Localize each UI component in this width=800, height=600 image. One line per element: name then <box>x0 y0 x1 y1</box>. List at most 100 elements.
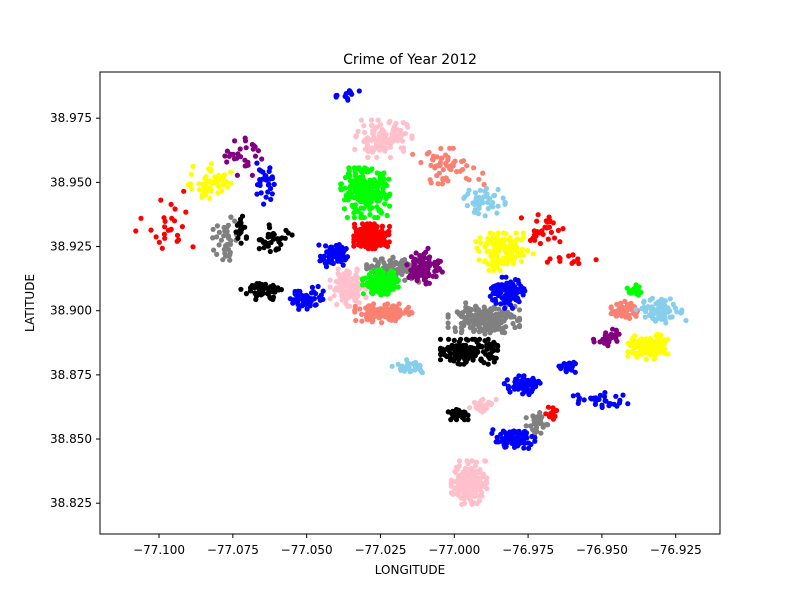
data-point <box>224 148 230 154</box>
y-tick-label: 38.900 <box>50 304 92 318</box>
data-point <box>219 188 225 194</box>
data-point <box>641 298 647 304</box>
data-point <box>382 314 388 320</box>
data-point <box>243 145 249 151</box>
data-point <box>494 238 501 245</box>
data-point <box>334 249 340 255</box>
data-point <box>547 256 553 262</box>
data-point <box>232 218 238 224</box>
data-point <box>388 284 394 290</box>
data-point <box>282 235 288 241</box>
data-point <box>454 309 460 315</box>
data-point <box>502 300 508 306</box>
data-point <box>302 293 308 299</box>
data-point <box>256 284 262 290</box>
data-point <box>300 301 306 307</box>
data-point <box>214 180 220 186</box>
data-point <box>433 163 439 169</box>
data-point <box>489 262 495 269</box>
data-point <box>494 210 500 216</box>
data-point <box>356 233 362 239</box>
data-point <box>499 257 505 263</box>
data-point <box>529 433 535 440</box>
data-point <box>214 251 220 257</box>
data-point <box>439 181 445 187</box>
data-point <box>392 274 398 280</box>
data-point <box>324 249 330 255</box>
data-point <box>381 191 387 197</box>
data-point <box>335 266 341 272</box>
data-point <box>268 295 274 302</box>
data-point <box>366 234 372 240</box>
data-point <box>611 401 617 407</box>
y-tick-label: 38.975 <box>50 111 92 125</box>
data-point <box>450 145 456 151</box>
data-point <box>550 416 557 422</box>
data-point <box>513 230 519 236</box>
data-point <box>387 311 394 317</box>
data-point <box>252 144 258 150</box>
data-point <box>471 209 477 215</box>
data-point <box>376 197 382 203</box>
data-point <box>355 275 361 281</box>
data-point <box>524 248 531 254</box>
data-point <box>509 305 516 311</box>
data-point <box>477 235 483 241</box>
data-point <box>659 346 666 352</box>
data-point <box>206 185 213 191</box>
data-point <box>625 353 631 359</box>
data-point <box>196 187 202 193</box>
data-point <box>562 361 568 367</box>
data-point <box>368 117 374 123</box>
data-point <box>385 279 391 285</box>
data-point <box>471 165 477 171</box>
data-point <box>384 182 390 189</box>
data-point <box>463 488 469 494</box>
data-point <box>294 293 300 300</box>
data-point <box>308 298 314 304</box>
data-point <box>260 288 266 294</box>
data-point <box>351 243 357 249</box>
data-point <box>256 246 262 252</box>
data-point <box>450 491 456 497</box>
data-point <box>465 461 471 467</box>
data-point <box>343 246 349 252</box>
data-point <box>485 236 491 242</box>
data-point <box>376 286 382 293</box>
data-point <box>511 444 518 450</box>
data-point <box>479 343 485 350</box>
data-point <box>372 257 378 263</box>
data-point <box>530 251 536 257</box>
data-point <box>534 218 540 224</box>
data-point <box>278 287 284 293</box>
data-point <box>243 234 249 240</box>
data-point <box>227 257 233 263</box>
data-point <box>352 202 359 208</box>
data-point <box>620 392 626 398</box>
data-point <box>480 200 486 206</box>
data-point <box>317 258 323 264</box>
data-point <box>156 239 162 245</box>
data-point <box>522 428 528 435</box>
data-point <box>600 336 606 342</box>
data-point <box>495 282 501 288</box>
data-point <box>461 195 467 201</box>
data-point <box>490 240 496 246</box>
data-point <box>381 128 387 135</box>
data-point <box>342 278 348 284</box>
data-point <box>223 243 229 249</box>
data-point <box>458 346 464 353</box>
data-point <box>455 492 461 498</box>
data-point <box>397 264 403 270</box>
data-point <box>658 316 664 322</box>
data-point <box>427 177 433 183</box>
data-point <box>249 172 255 178</box>
data-point <box>231 156 237 162</box>
data-point <box>220 257 226 263</box>
data-point <box>338 187 344 193</box>
data-point <box>224 159 230 165</box>
data-point <box>216 172 222 178</box>
data-point <box>499 329 505 335</box>
data-point <box>622 298 628 304</box>
data-point <box>499 274 505 280</box>
